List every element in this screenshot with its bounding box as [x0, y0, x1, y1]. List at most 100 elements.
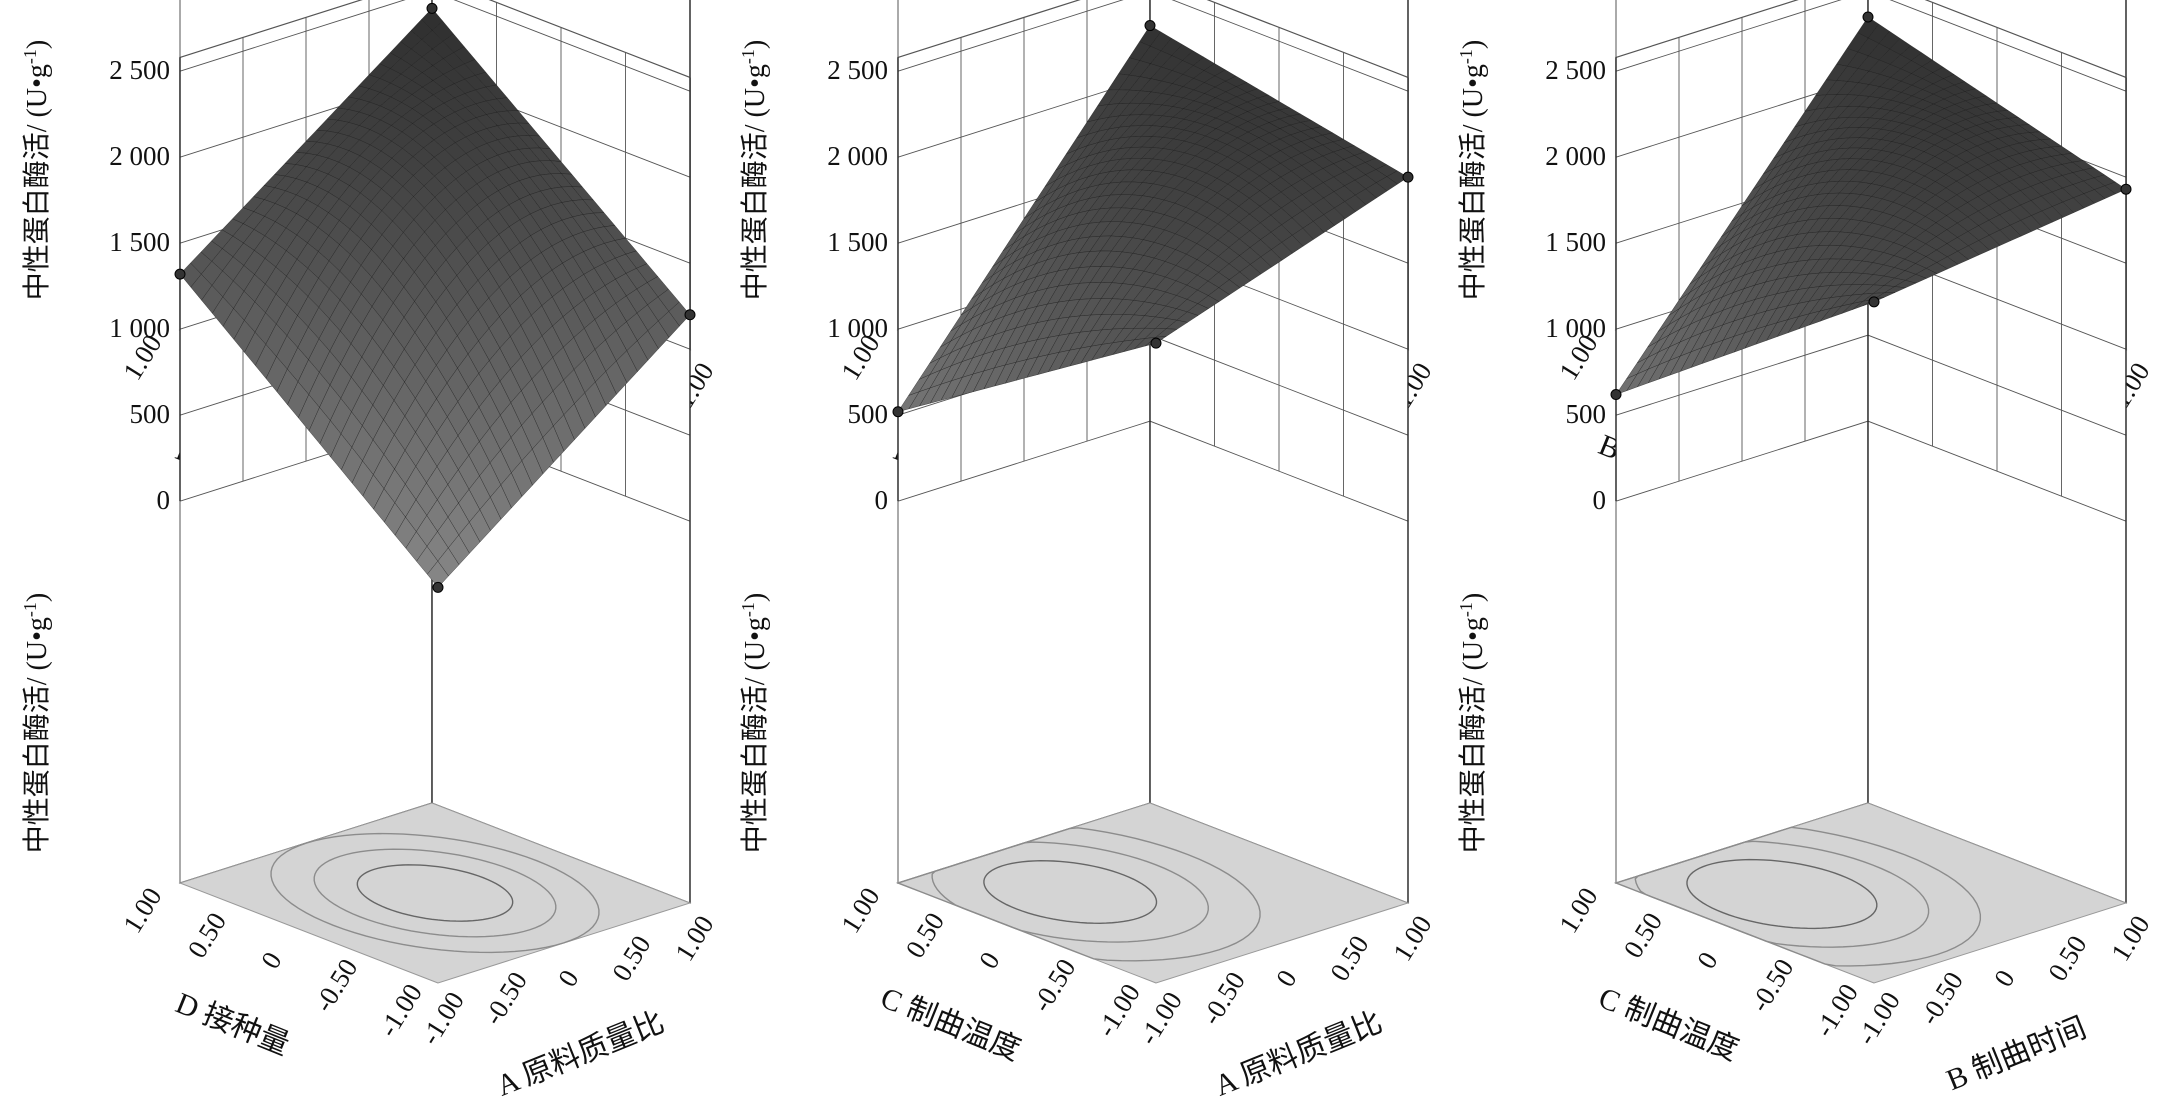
- right-axis-tick-label: -0.50: [1914, 966, 1969, 1030]
- contour-line: [313, 848, 557, 938]
- contour-line: [1686, 858, 1878, 930]
- z-axis-title: 中性蛋白酶活/ (U•g-1): [1456, 40, 1489, 300]
- left-axis-tick-label: 1.00: [835, 882, 885, 938]
- z-axis-title: 中性蛋白酶活/ (U•g-1): [738, 593, 771, 853]
- z-axis-title: 中性蛋白酶活/ (U•g-1): [20, 40, 53, 300]
- z-tick-label: 500: [1566, 399, 1607, 429]
- right-axis-title: A 原料质量比: [1210, 1006, 1387, 1103]
- left-axis-tick-label: 0: [973, 947, 1006, 974]
- design-point: [1150, 337, 1162, 349]
- z-axis-title-close: ): [22, 40, 53, 49]
- z-axis-title-main: 中性蛋白酶活/ (U•g: [739, 617, 771, 853]
- design-point: [1402, 171, 1414, 183]
- surface-panel-6: 0 500 1 000 1 500 2 000 2 500 1.00 0.50 0 -0.50 -1…: [1456, 0, 2156, 1097]
- left-axis-title: D 接种量: [171, 987, 294, 1062]
- left-axis-tick-label: -0.50: [308, 953, 363, 1017]
- surface-panel-5: 0 500 1 000 1 500 2 000 2 500 1.00 0.50 0 -0.50 -1…: [738, 0, 1438, 1103]
- surface-panel-4: 0 500 1 000 1 500 2 000 2 500 1.00 0.50 0 -0.50 -1…: [20, 0, 720, 1103]
- design-point: [174, 268, 186, 280]
- right-axis-tick-label: 0: [552, 965, 585, 992]
- z-axis-title-main: 中性蛋白酶活/ (U•g: [21, 617, 53, 853]
- left-axis-tick-label: 0.50: [182, 907, 232, 963]
- left-axis-tick-label: 1.00: [1553, 882, 1603, 938]
- z-tick-label: 2 000: [109, 141, 170, 171]
- left-axis-tick-label: -0.50: [1744, 953, 1799, 1017]
- z-tick-label: 1 500: [109, 227, 170, 257]
- left-axis-tick-label: 0.50: [1618, 907, 1668, 963]
- z-axis-title-sup: -1: [20, 49, 40, 64]
- left-axis-title: C 制曲温度: [1594, 981, 1743, 1067]
- z-tick-label: 1 500: [1545, 227, 1606, 257]
- z-axis-title-main: 中性蛋白酶活/ (U•g: [1457, 617, 1489, 853]
- right-axis-tick-label: 0.50: [606, 930, 656, 986]
- z-axis-title-main: 中性蛋白酶活/ (U•g: [21, 64, 53, 300]
- design-point: [2120, 183, 2132, 195]
- design-point: [1862, 11, 1874, 23]
- right-axis-title: A 原料质量比: [492, 1006, 669, 1103]
- z-tick-label: 2 000: [827, 141, 888, 171]
- z-axis-title-close: ): [1458, 40, 1489, 49]
- grid-line: [179, 0, 691, 92]
- left-axis-tick-label: 0.50: [900, 907, 950, 963]
- contour-line: [895, 827, 1261, 962]
- response-surface: [897, 25, 1409, 412]
- z-tick-label: 500: [130, 399, 171, 429]
- z-axis-title-sup: -1: [20, 602, 40, 617]
- right-axis-tick-label: 0.50: [2042, 930, 2092, 986]
- z-tick-label: 2 500: [1545, 55, 1606, 85]
- z-tick-label: 2 500: [109, 55, 170, 85]
- left-axis-tick-label: 0: [1691, 947, 1724, 974]
- right-axis-tick-label: 1.00: [669, 910, 719, 966]
- z-axis-title-close: ): [740, 40, 771, 49]
- left-axis-tick-label: -0.50: [1026, 953, 1081, 1017]
- contour-line: [356, 864, 514, 922]
- z-axis-title-close: ): [1458, 593, 1489, 602]
- z-axis-title-sup: -1: [1456, 602, 1476, 617]
- z-tick-label: 1 000: [827, 313, 888, 343]
- z-axis-title: 中性蛋白酶活/ (U•g-1): [20, 593, 53, 853]
- right-axis-tick-label: -0.50: [478, 966, 533, 1030]
- z-axis-title: 中性蛋白酶活/ (U•g-1): [1456, 593, 1489, 853]
- z-axis-title-close: ): [22, 593, 53, 602]
- design-point: [684, 309, 696, 321]
- z-tick-label: 1 500: [827, 227, 888, 257]
- grid-line: [897, 0, 1409, 92]
- z-axis-title-close: ): [740, 593, 771, 602]
- design-point: [432, 581, 444, 593]
- response-surface: [1615, 16, 2127, 395]
- right-axis-tick-label: -0.50: [1196, 966, 1251, 1030]
- right-axis-tick-label: 0.50: [1324, 930, 1374, 986]
- right-axis-tick-label: 1.00: [2105, 910, 2155, 966]
- left-axis-title: C 制曲温度: [876, 981, 1025, 1067]
- floor-plane: [178, 802, 692, 984]
- z-axis-title-sup: -1: [738, 49, 758, 64]
- design-point: [892, 406, 904, 418]
- left-axis-tick-label: 0: [255, 947, 288, 974]
- design-point: [1144, 20, 1156, 32]
- z-tick-label: 1 000: [1545, 313, 1606, 343]
- left-axis-tick-label: 1.00: [117, 882, 167, 938]
- z-tick-label: 0: [157, 485, 171, 515]
- contour-line: [1613, 826, 1982, 967]
- z-axis-title-main: 中性蛋白酶活/ (U•g: [1457, 64, 1489, 300]
- design-point: [1868, 296, 1880, 308]
- z-tick-label: 500: [848, 399, 889, 429]
- z-tick-label: 1 000: [109, 313, 170, 343]
- right-axis-tick-label: 1.00: [1387, 910, 1437, 966]
- z-axis-title-sup: -1: [738, 602, 758, 617]
- design-point: [426, 2, 438, 14]
- z-tick-label: 2 500: [827, 55, 888, 85]
- response-surface: [179, 8, 691, 588]
- z-axis-title-main: 中性蛋白酶活/ (U•g: [739, 64, 771, 300]
- design-point: [1610, 389, 1622, 401]
- right-axis-tick-label: 0: [1270, 965, 1303, 992]
- contour-line: [270, 832, 600, 954]
- contour-line: [931, 841, 1209, 943]
- grid-line: [1615, 0, 2127, 92]
- z-axis-title-sup: -1: [1456, 49, 1476, 64]
- z-axis-title: 中性蛋白酶活/ (U•g-1): [738, 40, 771, 300]
- right-axis-title: B 制曲时间: [1942, 1011, 2091, 1097]
- z-tick-label: 0: [875, 485, 889, 515]
- z-tick-label: 2 000: [1545, 141, 1606, 171]
- z-tick-label: 0: [1593, 485, 1607, 515]
